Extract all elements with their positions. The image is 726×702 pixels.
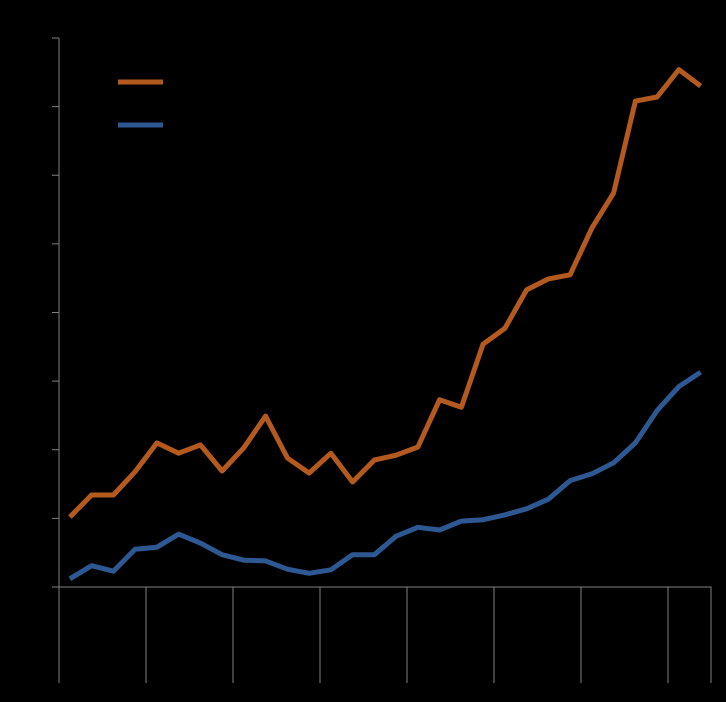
series-line: [68, 67, 703, 519]
series-line: [68, 370, 702, 581]
